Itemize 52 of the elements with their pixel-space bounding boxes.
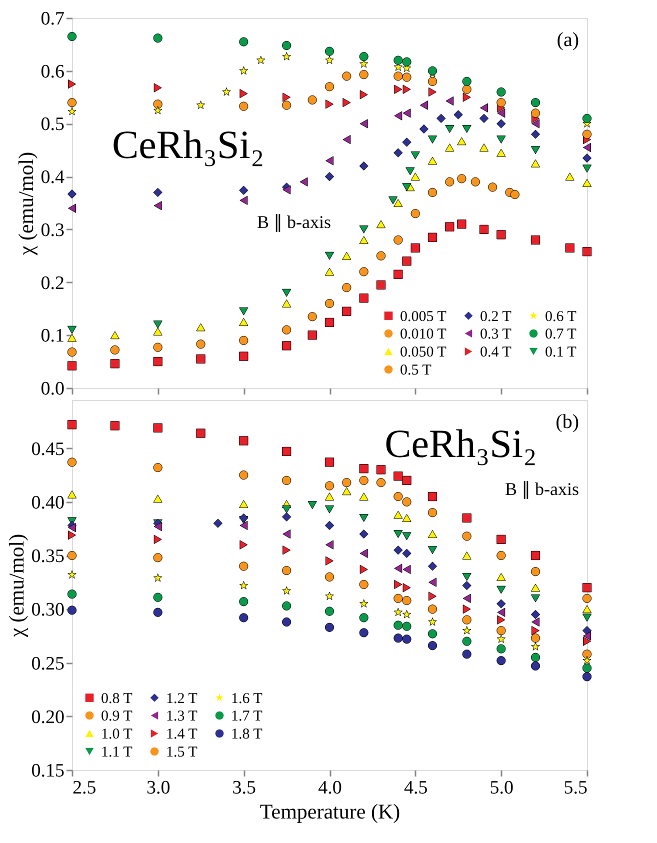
legend-label: 1.4 T: [166, 726, 198, 742]
y-tick-label: 0.40: [31, 492, 64, 514]
x-tick-label: 4.5: [404, 778, 428, 798]
x-tick-label: 4.0: [318, 778, 342, 798]
y-axis-title: χ (emu/mol): [4, 534, 28, 638]
y-tick-label: 0.15: [31, 760, 64, 782]
y-tick-label: 0.4: [40, 167, 65, 188]
legend-label: 0.7 T: [545, 326, 576, 342]
legend-label: 0.9 T: [101, 708, 132, 724]
legend-label: 1.2 T: [166, 690, 198, 707]
legend-label: 0.050 T: [400, 344, 446, 360]
legend-label: 0.8 T: [101, 690, 132, 707]
legend-label: 0.1 T: [545, 344, 576, 360]
legend-label: 0.005 T: [400, 308, 446, 325]
legend-label: 1.3 T: [166, 708, 198, 724]
annotation: CeRh₃Si₂: [112, 122, 264, 167]
y-tick-label: 0.6: [40, 61, 64, 82]
y-tick-label: 0.30: [31, 600, 64, 621]
legend-label: 0.010 T: [400, 326, 446, 342]
legend-label: 0.6 T: [545, 308, 576, 325]
y-tick-label: 0.25: [31, 653, 64, 674]
x-tick-label: 2.5: [72, 778, 96, 798]
legend-label: 0.3 T: [480, 326, 512, 342]
y-tick-label: 0.7: [40, 8, 64, 30]
annotation: CeRh₃Si₂: [384, 421, 537, 466]
y-tick-label: 0.20: [31, 706, 64, 728]
y-tick-label: 0.2: [40, 272, 64, 294]
x-axis-title: Temperature (K): [260, 800, 400, 824]
x-tick-label: 3.0: [146, 778, 170, 798]
legend-label: 1.8 T: [231, 726, 262, 742]
x-tick-label: 5.0: [490, 778, 514, 798]
y-tick-label: 0.35: [31, 546, 64, 568]
annotation: B ∥ b-axis: [257, 212, 331, 232]
legend-label: 0.5 T: [400, 362, 432, 378]
y-tick-label: 0.5: [40, 114, 64, 136]
annotation: (b): [556, 411, 579, 433]
annotation: B ∥ b-axis: [505, 479, 579, 499]
legend-label: 1.7 T: [231, 708, 262, 724]
x-tick-label: 3.5: [232, 778, 256, 798]
legend-label: 0.4 T: [480, 344, 512, 360]
y-tick-label: 0.0: [40, 378, 64, 400]
legend-label: 1.0 T: [101, 726, 132, 742]
annotation: (a): [556, 29, 579, 51]
legend-label: 1.5 T: [166, 744, 198, 760]
legend-label: 1.6 T: [231, 690, 262, 707]
x-tick-label: 5.5: [564, 778, 588, 798]
legend-label: 1.1 T: [101, 744, 132, 760]
y-axis-title: χ (emu/mol): [14, 152, 38, 256]
y-tick-label: 0.1: [40, 326, 64, 347]
y-tick-label: 0.3: [40, 220, 64, 241]
legend-label: 0.2 T: [480, 308, 512, 325]
y-tick-label: 0.45: [31, 438, 64, 460]
